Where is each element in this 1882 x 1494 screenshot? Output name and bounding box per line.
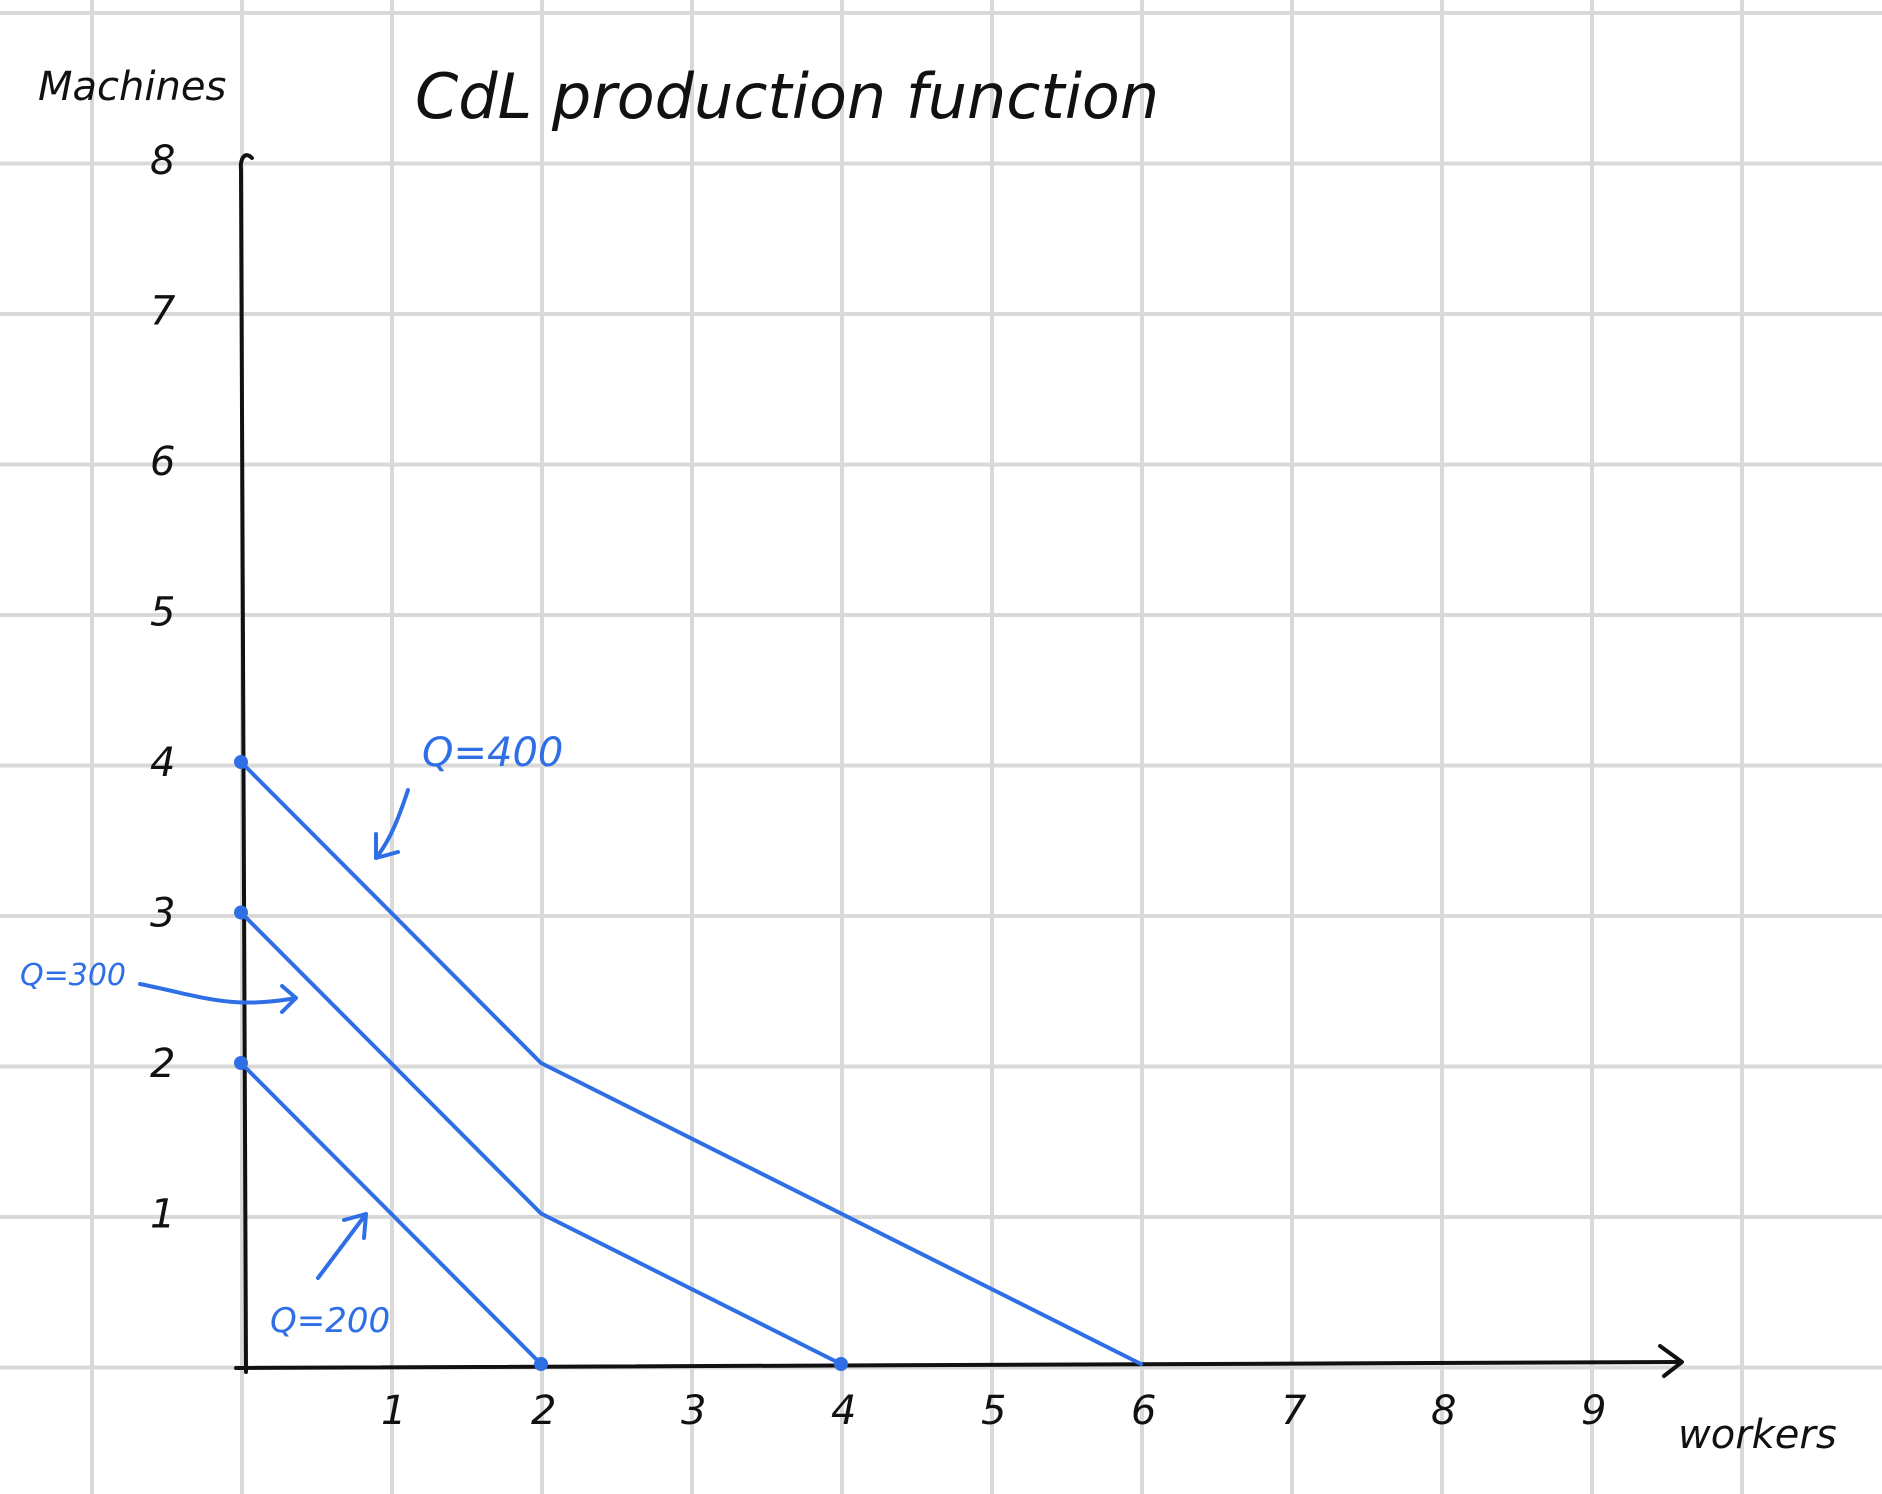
x-tick-label: 4 — [831, 1388, 856, 1434]
axes — [234, 153, 1684, 1378]
y-tick-label: 6 — [150, 439, 175, 485]
chart-title: CdL production function — [415, 60, 1159, 133]
series-label: Q=300 — [20, 958, 126, 993]
tick-labels: 1 2 3 4 5 6 7 8 9 1 2 3 4 5 6 7 8 — [150, 138, 1606, 1434]
x-axis-arrowhead — [1658, 1344, 1684, 1378]
y-tick-label: 2 — [150, 1041, 175, 1087]
y-tick-label: 4 — [150, 740, 175, 786]
x-tick-label: 8 — [1431, 1388, 1456, 1434]
label-arrow — [138, 982, 298, 1014]
isoquant-lines — [239, 760, 1143, 1366]
y-axis-label: Machines — [38, 64, 226, 110]
series-label: Q=400 — [422, 730, 563, 776]
y-tick-label: 1 — [150, 1192, 175, 1238]
data-point — [234, 1056, 248, 1070]
label-arrow — [316, 1212, 368, 1280]
label-arrow — [374, 788, 410, 860]
marked-points — [234, 755, 848, 1371]
y-tick-label: 3 — [150, 891, 175, 937]
x-tick-label: 6 — [1131, 1388, 1156, 1434]
x-tick-label: 2 — [531, 1388, 556, 1434]
y-axis — [238, 153, 254, 1374]
x-tick-label: 5 — [981, 1388, 1006, 1434]
data-point — [834, 1357, 848, 1371]
series-label: Q=200 — [270, 1301, 390, 1341]
x-tick-label: 3 — [681, 1388, 706, 1434]
isoquant-line — [239, 1061, 543, 1366]
x-axis-label: workers — [1678, 1412, 1837, 1458]
y-tick-label: 7 — [150, 289, 176, 335]
x-tick-label: 1 — [381, 1388, 406, 1434]
data-point — [234, 905, 248, 920]
data-point — [534, 1357, 548, 1371]
data-point — [234, 755, 248, 769]
y-tick-label: 5 — [150, 590, 175, 636]
x-tick-label: 9 — [1581, 1388, 1606, 1434]
x-axis — [234, 1360, 1682, 1370]
series-labels: Q=200 Q=300 Q=400 — [20, 730, 563, 1341]
y-tick-label: 8 — [150, 138, 175, 184]
x-tick-label: 7 — [1281, 1388, 1307, 1434]
isoquant-line — [239, 760, 1143, 1366]
isoquant-line — [239, 910, 843, 1366]
